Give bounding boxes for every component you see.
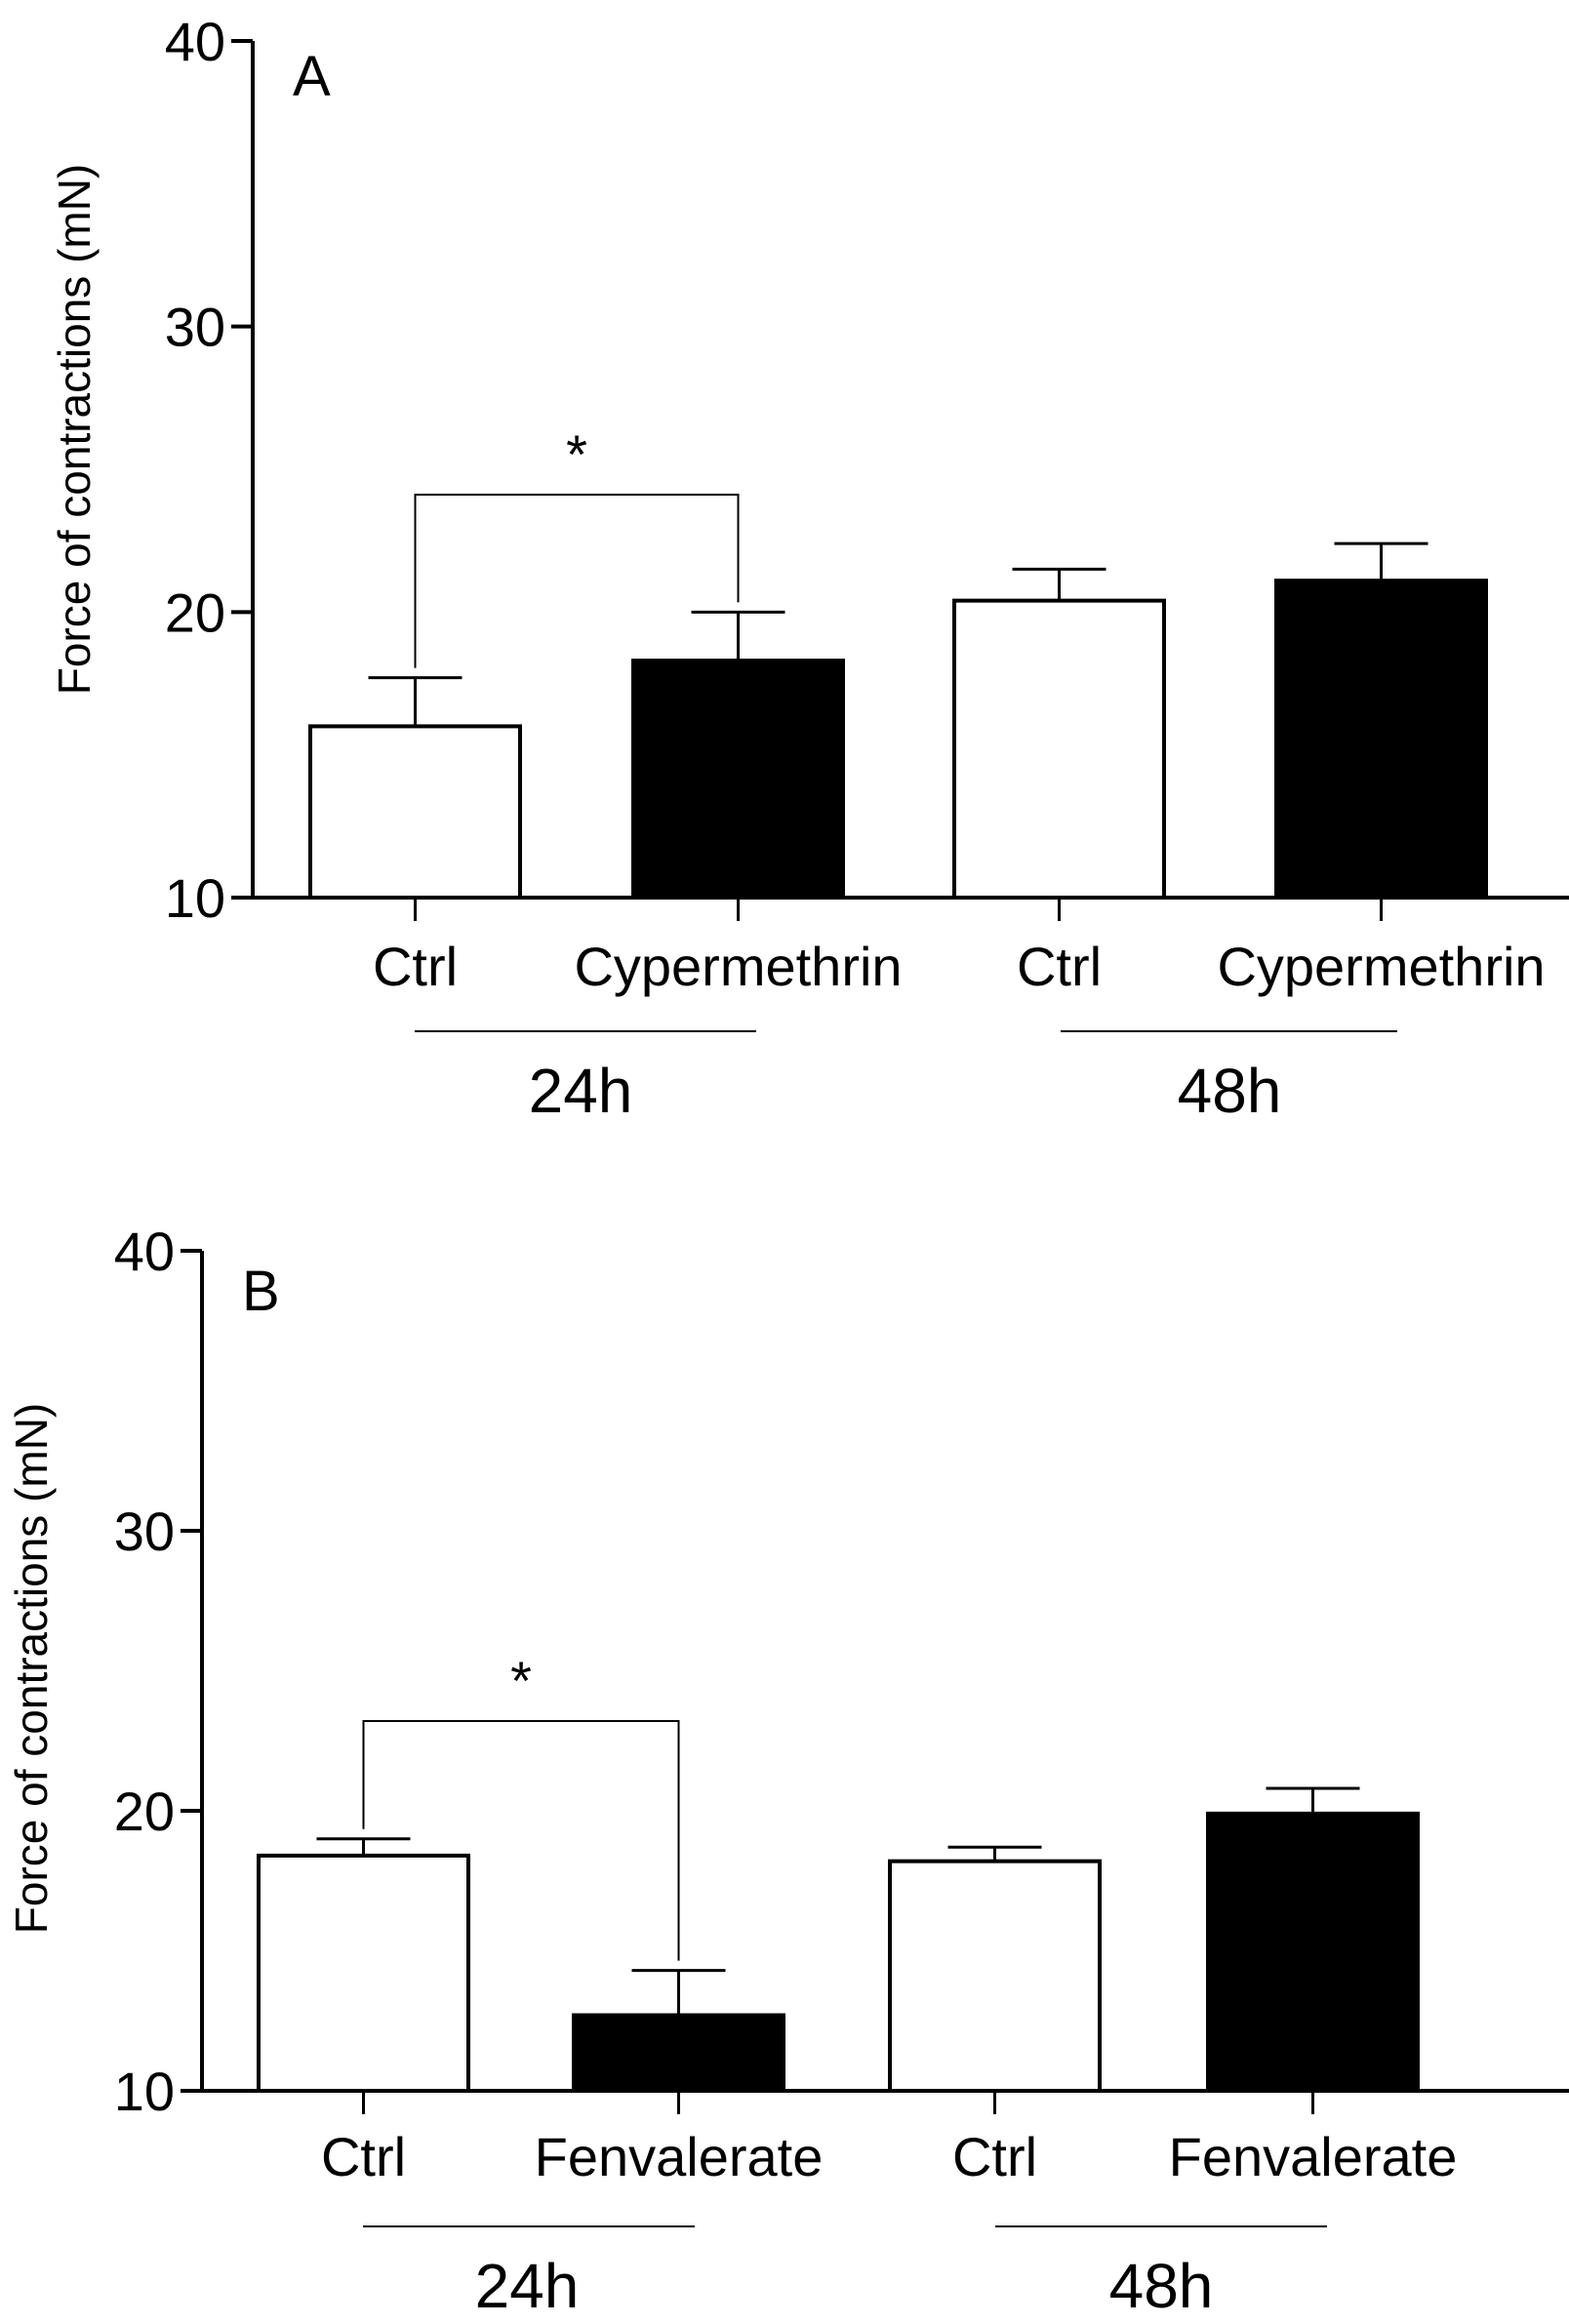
category-label: Ctrl: [1017, 936, 1102, 997]
y-tick-label: 10: [114, 2061, 175, 2122]
category-label: Cypermethrin: [1217, 936, 1545, 997]
y-tick-label: 30: [114, 1501, 175, 1562]
y-tick-label: 30: [165, 297, 225, 358]
y-tick-label: 40: [165, 11, 225, 72]
group-label: 24h: [475, 2251, 580, 2321]
y-axis-title: Force of contractions (mN): [6, 1403, 57, 1934]
panel-letter: B: [242, 1260, 280, 1323]
y-axis-title: Force of contractions (mN): [49, 164, 100, 695]
bar: [257, 1853, 470, 2094]
bar: [1206, 1811, 1420, 2093]
category-label: Fenvalerate: [1169, 2126, 1458, 2187]
y-tick-label: 10: [165, 867, 225, 929]
group-label: 24h: [529, 1056, 633, 1126]
significance-bracket: [414, 494, 740, 668]
bar: [631, 659, 845, 900]
category-label: Ctrl: [952, 2126, 1037, 2187]
category-label: Fenvalerate: [535, 2126, 824, 2187]
bar: [888, 1859, 1102, 2094]
bar: [952, 598, 1166, 900]
significance-bracket: [362, 1720, 680, 1961]
bar: [1274, 579, 1488, 900]
category-label: Ctrl: [321, 2126, 406, 2187]
bar: [308, 724, 522, 901]
y-tick-label: 40: [114, 1221, 175, 1282]
y-tick-label: 20: [114, 1781, 175, 1842]
bar: [572, 2013, 785, 2094]
panel-letter: A: [293, 45, 331, 108]
category-label: Ctrl: [373, 936, 458, 997]
panel-b: Force of contractions (mN) B 24h 48h 10 2…: [6, 1221, 1569, 2321]
y-tick-label: 20: [165, 581, 225, 643]
group-label: 48h: [1178, 1056, 1282, 1126]
category-label: Cypermethrin: [574, 936, 902, 997]
group-label: 48h: [1109, 2251, 1214, 2321]
significance-star: *: [510, 1650, 532, 1711]
panel-a: Force of contractions (mN) A 24h 48h 10 2…: [49, 11, 1569, 1126]
significance-star: *: [566, 423, 587, 485]
